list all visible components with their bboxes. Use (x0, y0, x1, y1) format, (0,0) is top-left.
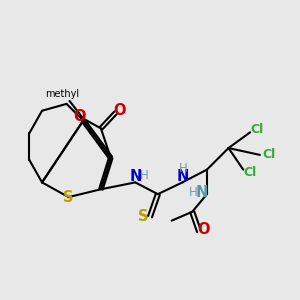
Text: Cl: Cl (262, 148, 275, 161)
Text: H: H (140, 169, 148, 182)
Text: S: S (63, 190, 74, 205)
Text: Cl: Cl (243, 166, 256, 179)
Text: O: O (74, 109, 86, 124)
Text: methyl: methyl (45, 88, 79, 99)
Text: O: O (197, 223, 210, 238)
Text: N: N (177, 169, 189, 184)
Text: N: N (130, 169, 142, 184)
Text: H: H (178, 162, 188, 175)
Text: Cl: Cl (251, 123, 264, 136)
Text: S: S (138, 209, 149, 224)
Text: H: H (188, 186, 197, 199)
Text: N: N (195, 185, 208, 200)
Text: O: O (113, 103, 125, 118)
